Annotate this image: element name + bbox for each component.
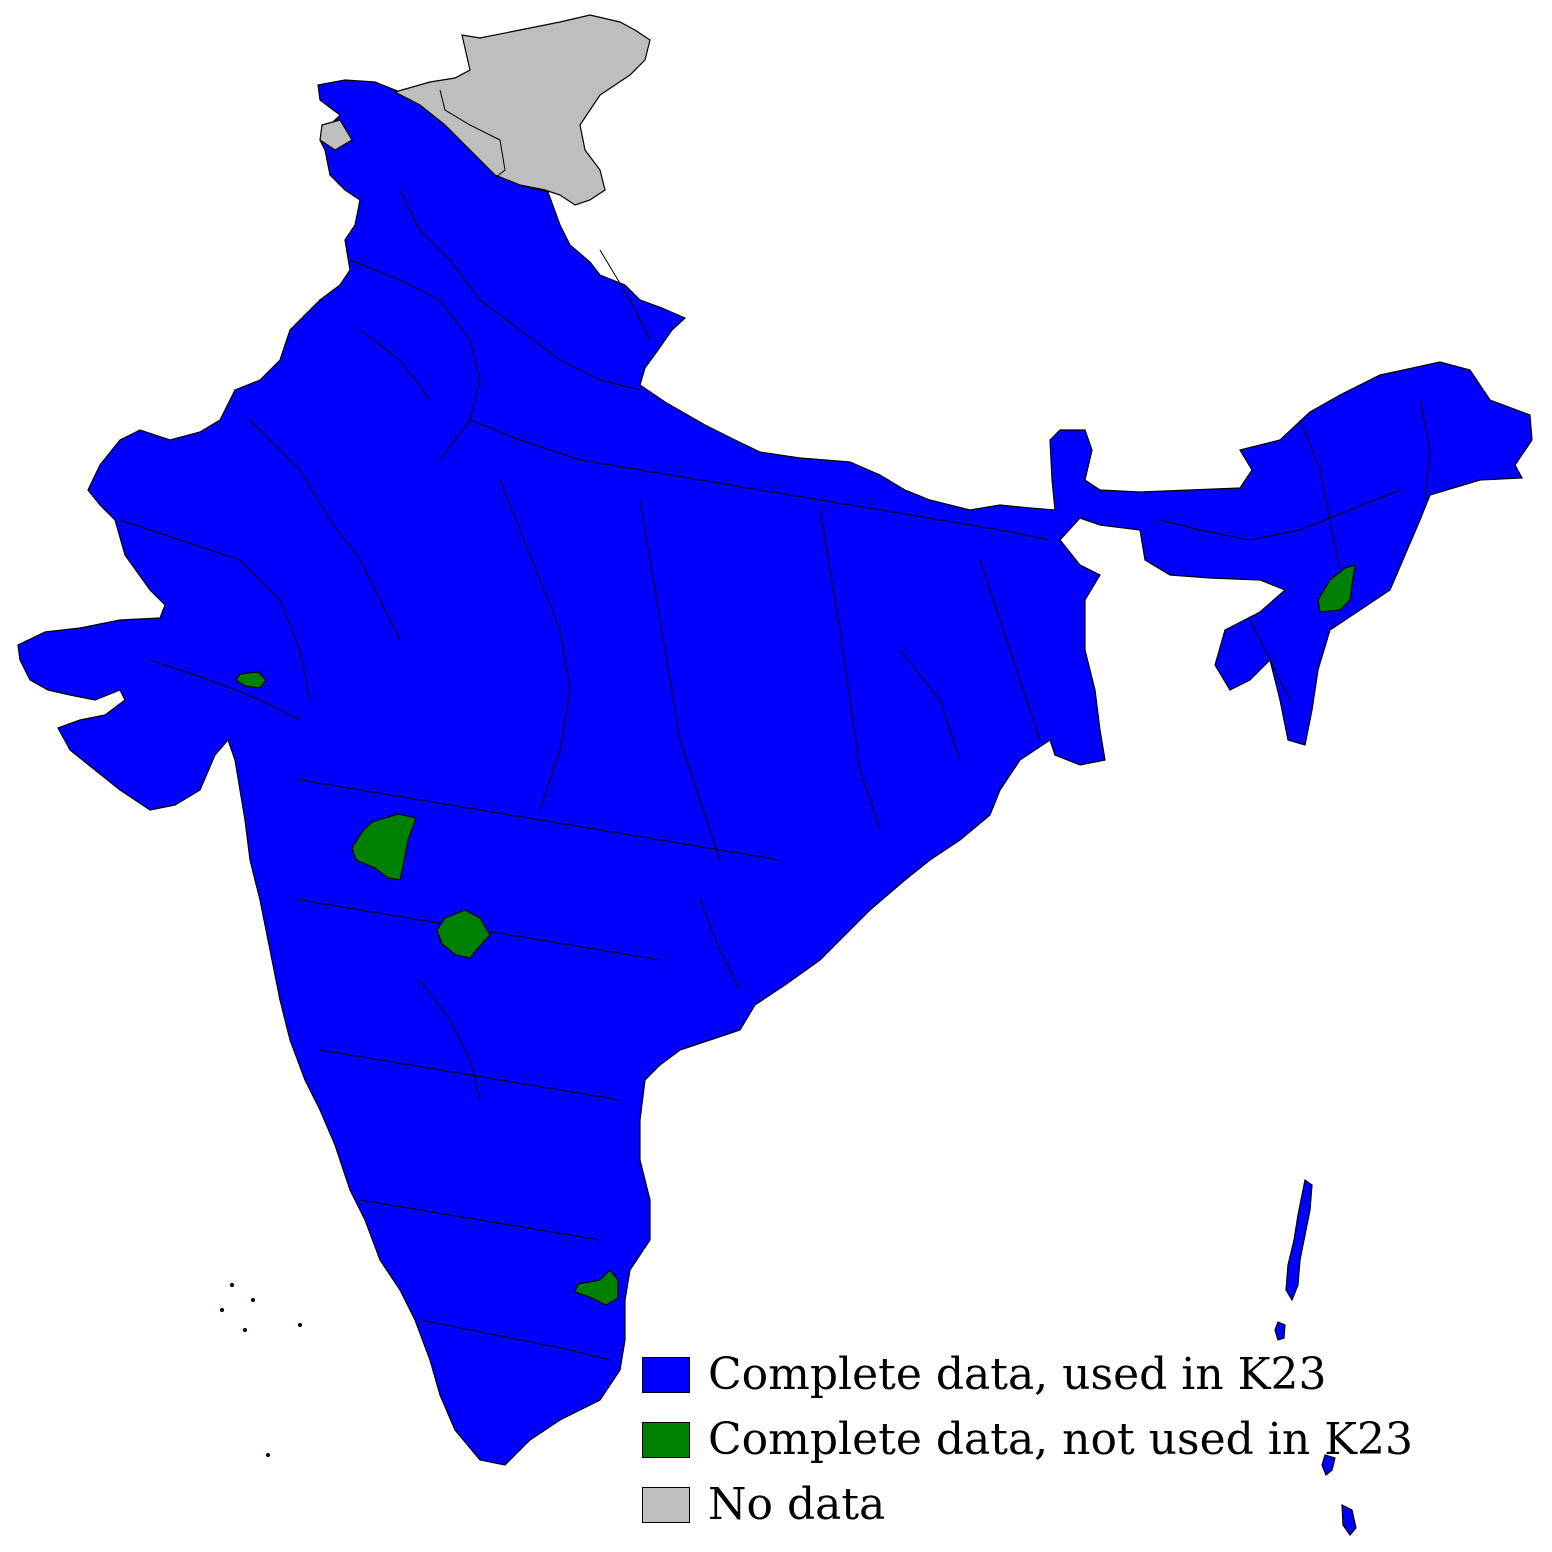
legend-swatch-used xyxy=(642,1356,690,1393)
legend-label-used: Complete data, used in K23 xyxy=(708,1348,1327,1400)
lakshadweep-islands xyxy=(219,1282,303,1458)
region-not-used-maharashtra-north xyxy=(351,813,417,881)
map-legend: Complete data, used in K23 Complete data… xyxy=(642,1342,1413,1537)
legend-item-not-used: Complete data, not used in K23 xyxy=(642,1407,1413,1472)
legend-label-not-used: Complete data, not used in K23 xyxy=(708,1413,1414,1465)
andaman-nicobar-islands xyxy=(1274,1178,1357,1536)
region-complete-used-mainland xyxy=(17,79,1533,1466)
legend-item-no-data: No data xyxy=(642,1472,1413,1537)
legend-label-no-data: No data xyxy=(708,1478,886,1530)
region-not-used-northeast xyxy=(1317,564,1356,613)
district-boundaries xyxy=(119,89,1431,1361)
region-not-used-gujarat xyxy=(235,671,267,689)
region-not-used-maharashtra-south xyxy=(436,909,491,959)
legend-swatch-not-used xyxy=(642,1421,690,1458)
legend-swatch-no-data xyxy=(642,1486,690,1523)
legend-item-used: Complete data, used in K23 xyxy=(642,1342,1413,1407)
region-not-used-tamilnadu xyxy=(574,1269,619,1306)
region-no-data-north xyxy=(393,14,651,206)
region-no-data-northwest xyxy=(319,119,353,151)
